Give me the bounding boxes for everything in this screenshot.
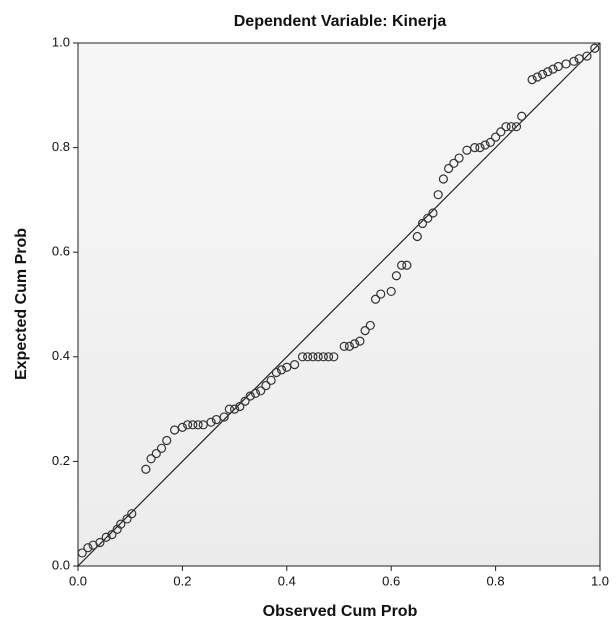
x-tick-label: 0.2 [173,573,191,588]
y-tick-label: 0.0 [52,557,70,572]
x-tick-label: 0.4 [278,573,296,588]
y-axis-label: Expected Cum Prob [13,228,30,380]
x-tick-label: 0.8 [487,573,505,588]
y-tick-label: 0.2 [52,453,70,468]
x-tick-label: 1.0 [591,573,609,588]
chart: Dependent Variable: Kinerja Observed Cum… [0,0,616,629]
x-tick-label: 0.6 [382,573,400,588]
y-tick-label: 0.8 [52,139,70,154]
y-tick-label: 1.0 [52,34,70,49]
chart-title: Dependent Variable: Kinerja [234,13,447,30]
x-axis-label: Observed Cum Prob [263,603,418,620]
y-tick-label: 0.6 [52,244,70,259]
x-tick-label: 0.0 [69,573,87,588]
y-tick-label: 0.4 [52,348,70,363]
